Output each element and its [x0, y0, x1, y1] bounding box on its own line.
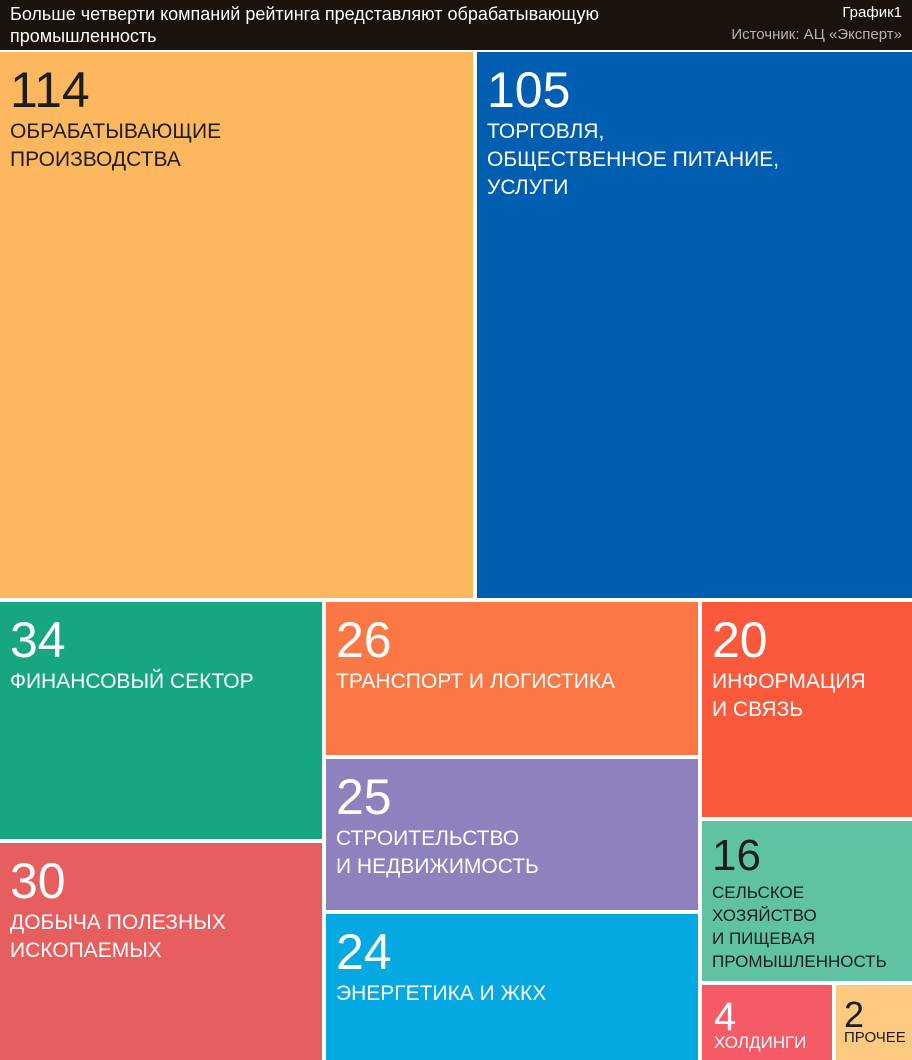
treemap-tile: 34 ФИНАНСОВЫЙ СЕКТОР	[0, 602, 322, 839]
tile-label: ЭНЕРГЕТИКА И ЖКХ	[336, 982, 547, 1005]
tile-value: 2	[844, 994, 865, 1035]
tile-label: СТРОИТЕЛЬСТВО И НЕДВИЖИМОСТЬ	[336, 827, 539, 878]
tile-value: 4	[714, 995, 737, 1039]
tile-value: 26	[336, 612, 392, 668]
treemap-tile: 24 ЭНЕРГЕТИКА И ЖКХ	[326, 914, 698, 1060]
tile-value: 25	[336, 769, 392, 825]
treemap-tile: 26 ТРАНСПОРТ И ЛОГИСТИКА	[326, 602, 698, 755]
chart-number: График1	[842, 4, 902, 21]
chart-source: Источник: АЦ «Эксперт»	[731, 26, 902, 43]
treemap-tile: 105 ТОРГОВЛЯ, ОБЩЕСТВЕННОЕ ПИТАНИЕ, УСЛУГ…	[477, 52, 912, 598]
tile-value: 16	[712, 831, 761, 880]
tile-label: ИНФОРМАЦИЯ И СВЯЗЬ	[712, 670, 866, 721]
tile-label: СЕЛЬСКОЕ ХОЗЯЙСТВО И ПИЩЕВАЯ ПРОМЫШЛЕННО…	[712, 883, 887, 971]
treemap-tile: 2 ПРОЧЕЕ	[836, 985, 912, 1060]
treemap-tile: 20 ИНФОРМАЦИЯ И СВЯЗЬ	[702, 602, 912, 817]
tile-label: ХОЛДИНГИ	[714, 1033, 807, 1052]
tile-label: ПРОЧЕЕ	[844, 1029, 906, 1046]
tile-value: 105	[487, 62, 571, 118]
treemap-tile: 114 ОБРАБАТЫВАЮЩИЕ ПРОИЗВОДСТВА	[0, 52, 473, 598]
tile-label: ТРАНСПОРТ И ЛОГИСТИКА	[336, 670, 616, 693]
tile-value: 24	[336, 924, 392, 980]
tile-value: 34	[10, 612, 66, 668]
chart-title: Больше четверти компаний рейтинга предст…	[10, 4, 599, 46]
chart-header: Больше четверти компаний рейтинга предст…	[0, 0, 912, 50]
tile-label: ТОРГОВЛЯ, ОБЩЕСТВЕННОЕ ПИТАНИЕ, УСЛУГИ	[487, 120, 780, 199]
treemap-tile: 30 ДОБЫЧА ПОЛЕЗНЫХ ИСКОПАЕМЫХ	[0, 843, 322, 1060]
tile-label: ФИНАНСОВЫЙ СЕКТОР	[10, 670, 254, 693]
tile-value: 30	[10, 853, 66, 909]
treemap-chart: 114 ОБРАБАТЫВАЮЩИЕ ПРОИЗВОДСТВА 105 ТОРГОВЛ…	[0, 52, 912, 1060]
treemap-tile: 16 СЕЛЬСКОЕ ХОЗЯЙСТВО И ПИЩЕВАЯ ПРОМЫШЛЕН…	[702, 821, 912, 981]
tile-label: ОБРАБАТЫВАЮЩИЕ ПРОИЗВОДСТВА	[10, 120, 222, 171]
tile-value: 114	[10, 62, 90, 118]
treemap-tile: 4 ХОЛДИНГИ	[702, 985, 832, 1060]
tile-label: ДОБЫЧА ПОЛЕЗНЫХ ИСКОПАЕМЫХ	[10, 911, 226, 962]
tile-value: 20	[712, 612, 768, 668]
treemap-tile: 25 СТРОИТЕЛЬСТВО И НЕДВИЖИМОСТЬ	[326, 759, 698, 910]
